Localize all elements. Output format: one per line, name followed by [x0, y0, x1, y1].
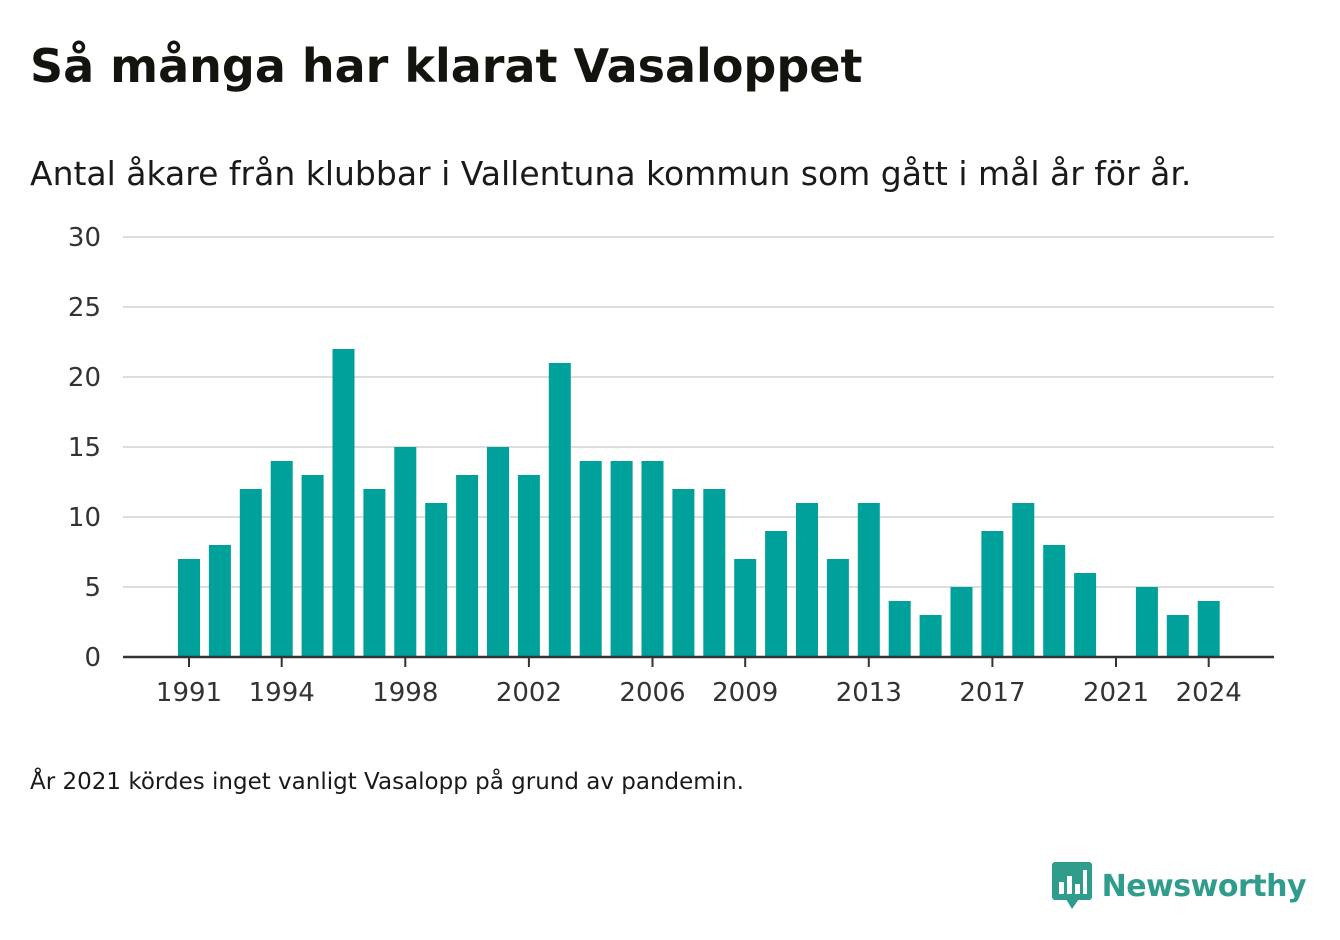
bar-1995: [301, 475, 324, 657]
bar-1993: [239, 489, 262, 657]
bar-1998: [394, 447, 417, 657]
x-tick-label: 2021: [1083, 678, 1149, 708]
bar-1997: [363, 489, 386, 657]
x-tick-label: 1994: [249, 678, 315, 708]
y-tick-label: 25: [68, 293, 101, 323]
y-tick-label: 15: [68, 433, 101, 463]
x-tick-label: 2013: [836, 678, 902, 708]
bar-2008: [703, 489, 726, 657]
bar-1992: [208, 545, 231, 657]
bar-2005: [610, 461, 633, 657]
x-tick-label: 1991: [156, 678, 222, 708]
bar-2022: [1135, 587, 1158, 657]
brand-logo: Newsworthy: [1051, 862, 1307, 910]
x-tick-label: 2006: [619, 678, 685, 708]
x-tick-label: 2024: [1176, 678, 1242, 708]
bar-2002: [517, 475, 540, 657]
footnote: År 2021 kördes inget vanligt Vasalopp på…: [30, 769, 744, 795]
bar-2017: [981, 531, 1004, 657]
x-tick-label: 2002: [496, 678, 562, 708]
bar-2020: [1074, 573, 1097, 657]
bar-2015: [919, 615, 942, 657]
bar-2004: [579, 461, 602, 657]
bar-2006: [641, 461, 664, 657]
bar-2000: [456, 475, 479, 657]
y-tick-label: 5: [84, 573, 101, 603]
x-tick-label: 1998: [372, 678, 438, 708]
bars: [178, 349, 1220, 657]
bar-2019: [1043, 545, 1066, 657]
bar-2014: [888, 601, 911, 657]
bar-2011: [796, 503, 818, 657]
bar-2009: [734, 559, 757, 657]
bar-chart-speech-bubble-icon: [1051, 862, 1092, 909]
bar-1991: [178, 559, 200, 657]
brand-name: Newsworthy: [1101, 868, 1307, 904]
bar-1996: [332, 349, 355, 657]
bar-2010: [765, 531, 788, 657]
bar-2001: [487, 447, 509, 657]
bar-2024: [1197, 601, 1220, 657]
bar-2013: [857, 503, 880, 657]
y-axis-labels: 0 5 10 15 20 25 30: [68, 223, 101, 673]
x-tick-label: 2009: [712, 678, 778, 708]
bar-2016: [950, 587, 973, 657]
chart-title: Så många har klarat Vasaloppet: [30, 39, 863, 93]
bar-chart: 1991 1994 1998 2002 2006 2009 2013 2017 2021 2024…: [68, 223, 1274, 708]
y-tick-label: 20: [68, 363, 101, 393]
y-tick-label: 10: [68, 503, 101, 533]
gridlines: [123, 236, 1274, 588]
bar-2012: [826, 559, 849, 657]
bar-2023: [1166, 615, 1189, 657]
bar-2018: [1012, 503, 1035, 657]
x-axis-ticks: 1991 1994 1998 2002 2006 2009 2013 2017 2021 2024: [156, 657, 1242, 708]
bar-1999: [425, 503, 448, 657]
chart-subtitle: Antal åkare från klubbar i Vallentuna ko…: [30, 154, 1192, 193]
y-tick-label: 30: [68, 223, 101, 253]
bar-1994: [270, 461, 293, 657]
bar-2003: [548, 363, 571, 657]
bar-2007: [672, 489, 695, 657]
x-tick-label: 2017: [959, 678, 1025, 708]
y-tick-label: 0: [84, 643, 101, 673]
